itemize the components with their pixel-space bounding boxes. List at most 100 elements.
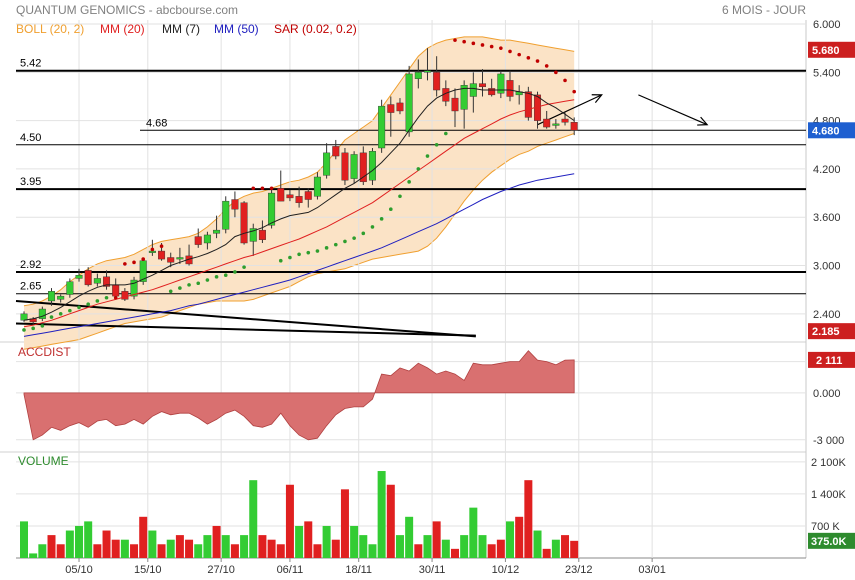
candle-body bbox=[304, 191, 312, 200]
volume-bar bbox=[65, 530, 74, 558]
volume-bar bbox=[139, 516, 148, 558]
sar-dot bbox=[86, 302, 90, 306]
support-level-label: 2.92 bbox=[20, 259, 41, 271]
candle-body bbox=[112, 284, 120, 297]
candle-body bbox=[176, 257, 184, 260]
sar-dot bbox=[398, 194, 402, 199]
x-tick-label: 10/12 bbox=[492, 564, 520, 576]
sar-dot bbox=[196, 281, 201, 286]
sar-dot bbox=[260, 186, 265, 191]
volume-bar bbox=[194, 544, 203, 558]
volume-bar bbox=[249, 480, 258, 558]
candle-body bbox=[332, 146, 340, 157]
sar-dot bbox=[499, 46, 503, 50]
candle-body bbox=[295, 196, 303, 203]
candle-body bbox=[231, 199, 239, 210]
accdist-title: ACCDIST bbox=[18, 345, 71, 359]
volume-bar bbox=[423, 535, 432, 558]
candle-body bbox=[75, 275, 83, 279]
candle-body bbox=[561, 118, 569, 123]
volume-bar bbox=[561, 535, 570, 558]
volume-bar bbox=[496, 539, 505, 558]
candle-body bbox=[488, 88, 496, 96]
candle-body bbox=[84, 270, 92, 286]
candle-body bbox=[240, 202, 248, 244]
sar-dot bbox=[535, 59, 540, 63]
volume-bar bbox=[395, 535, 404, 558]
volume-bar bbox=[524, 480, 533, 558]
x-tick-label: 15/10 bbox=[134, 564, 162, 576]
candle-body bbox=[103, 276, 111, 287]
price-badge-label: 2.185 bbox=[812, 326, 840, 338]
sar-dot bbox=[223, 273, 228, 278]
volume-bar bbox=[258, 535, 267, 558]
volume-bar bbox=[148, 530, 157, 558]
trend-line bbox=[15, 322, 476, 337]
bollinger-upper-line bbox=[23, 36, 575, 307]
sar-dot bbox=[554, 70, 558, 75]
sar-dot bbox=[205, 278, 210, 282]
sar-dot bbox=[416, 167, 421, 171]
sar-dot bbox=[425, 154, 430, 158]
volume-bar bbox=[414, 544, 423, 558]
volume-bar bbox=[331, 539, 340, 558]
sar-dot bbox=[480, 43, 485, 47]
sar-dot bbox=[407, 180, 411, 184]
sar-dot bbox=[141, 257, 146, 261]
candle-body bbox=[57, 295, 65, 300]
candle-body bbox=[414, 72, 422, 79]
volume-tick-label: 2 100K bbox=[811, 457, 847, 469]
volume-badge-label: 375.0K bbox=[811, 536, 847, 548]
volume-bar bbox=[460, 535, 469, 558]
volume-bar bbox=[542, 548, 551, 558]
sar-dot bbox=[343, 239, 347, 244]
volume-bar bbox=[570, 540, 579, 558]
x-tick-label: 06/11 bbox=[277, 564, 304, 576]
volume-tick-label: 1 400K bbox=[811, 489, 847, 501]
sar-dot bbox=[572, 89, 576, 94]
candle-body bbox=[222, 200, 230, 230]
volume-bar bbox=[230, 544, 239, 558]
price-badge-label: 5.680 bbox=[812, 45, 840, 57]
sar-dot bbox=[544, 64, 549, 68]
volume-bar bbox=[285, 484, 294, 558]
candle-body bbox=[341, 152, 349, 181]
sar-dot bbox=[471, 41, 476, 46]
support-level-label: 2.65 bbox=[20, 281, 41, 293]
volume-bar bbox=[506, 521, 515, 558]
volume-bar bbox=[102, 530, 111, 558]
period-label: 6 MOIS - JOUR bbox=[722, 3, 806, 17]
candle-body bbox=[524, 91, 532, 118]
volume-bar bbox=[515, 516, 524, 558]
candle-body bbox=[203, 234, 211, 244]
sar-dot bbox=[278, 258, 283, 263]
price-badge-label: 4.680 bbox=[812, 125, 840, 137]
volume-bar bbox=[386, 484, 395, 558]
sar-dot bbox=[123, 262, 127, 266]
sar-dot bbox=[22, 328, 26, 332]
sar-dot bbox=[168, 289, 173, 294]
volume-bar bbox=[130, 544, 139, 558]
support-level-label: 5.42 bbox=[20, 58, 41, 70]
volume-bar bbox=[75, 525, 84, 558]
volume-bar bbox=[212, 525, 221, 558]
sar-dot bbox=[352, 236, 356, 240]
sar-dot bbox=[389, 207, 393, 211]
sar-dot bbox=[251, 186, 256, 191]
sar-dot bbox=[508, 49, 512, 54]
sar-dot bbox=[370, 225, 375, 229]
candle-body bbox=[93, 278, 101, 284]
volume-bar bbox=[93, 544, 102, 558]
sar-dot bbox=[49, 315, 54, 319]
candle-body bbox=[66, 281, 74, 295]
candle-body bbox=[48, 291, 56, 302]
volume-bar bbox=[432, 521, 441, 558]
volume-bar bbox=[47, 535, 56, 558]
candle-body bbox=[396, 102, 404, 112]
mm7-line bbox=[23, 87, 575, 321]
volume-bar bbox=[377, 471, 386, 558]
annotation-arrow-head bbox=[697, 116, 709, 126]
volume-bar bbox=[111, 539, 120, 558]
annotation-arrow-head bbox=[591, 94, 603, 103]
